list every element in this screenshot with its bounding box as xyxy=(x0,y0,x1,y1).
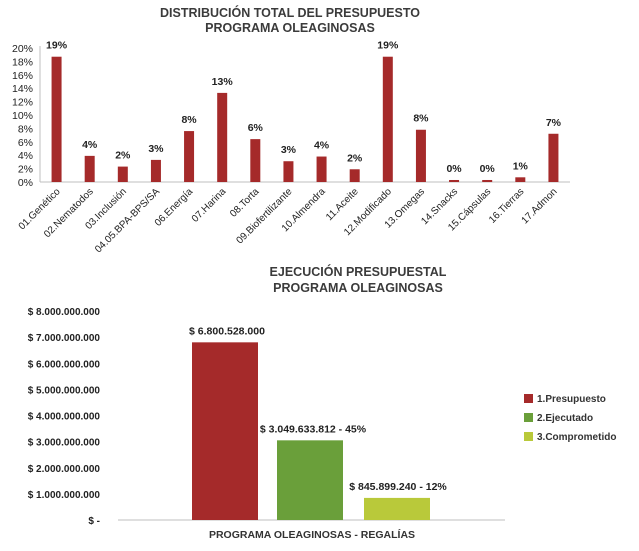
chart2-legend-label: 2.Ejecutado xyxy=(537,413,593,424)
chart1-data-label: 3% xyxy=(148,143,164,155)
chart1-category-label: 17.Admon xyxy=(520,186,560,226)
chart1-y-tick: 2% xyxy=(18,164,33,176)
chart1-title-line2: PROGRAMA OLEAGINOSAS xyxy=(205,21,375,35)
chart2-title-line2: PROGRAMA OLEAGINOSAS xyxy=(273,281,443,295)
chart2-data-label: $ 6.800.528.000 xyxy=(189,325,265,337)
chart1-y-tick: 0% xyxy=(18,177,33,189)
chart1-bar xyxy=(548,133,559,182)
chart2-y-tick: $ 8.000.000.000 xyxy=(28,307,101,318)
chart1-data-label: 13% xyxy=(212,76,234,88)
chart2-legend-label: 3.Comprometido xyxy=(537,432,616,443)
chart2-y-tick: $ 2.000.000.000 xyxy=(28,464,101,475)
chart2-bar xyxy=(277,440,343,520)
chart1-bar xyxy=(84,155,95,182)
chart1-bar xyxy=(316,156,327,182)
chart2-bar xyxy=(364,497,430,520)
chart1-y-tick: 6% xyxy=(18,137,33,149)
chart1-data-label: 4% xyxy=(82,139,98,151)
chart1-y-tick: 20% xyxy=(12,43,33,55)
chart1-bar xyxy=(150,159,161,182)
chart1-bar xyxy=(184,131,195,182)
chart2-legend: 1.Presupuesto 2.Ejecutado 3.Comprometido xyxy=(524,394,616,443)
chart1-title-line1: DISTRIBUCIÓN TOTAL DEL PRESUPUESTO xyxy=(160,5,420,20)
chart2-y-tick: $ 6.000.000.000 xyxy=(28,359,101,370)
chart1-bar xyxy=(382,56,393,182)
chart1-data-label: 8% xyxy=(181,114,197,126)
chart2-legend-swatch xyxy=(524,394,533,403)
chart1-bar xyxy=(51,56,62,182)
chart1-y-tick: 4% xyxy=(18,150,33,162)
chart2-y-tick: $ 1.000.000.000 xyxy=(28,490,101,501)
chart1-y-tick: 8% xyxy=(18,123,33,135)
chart1-bar xyxy=(117,166,128,182)
chart1-bar xyxy=(283,161,294,182)
chart2-legend-swatch xyxy=(524,413,533,422)
chart1-data-label: 19% xyxy=(377,40,399,52)
chart2-title-line1: EJECUCIÓN PRESUPUESTAL xyxy=(270,264,447,279)
chart2-bar xyxy=(192,342,258,520)
chart2-data-label: $ 3.049.633.812 - 45% xyxy=(260,423,367,435)
chart1-data-label: 2% xyxy=(347,152,363,164)
chart2-y-tick: $ 3.000.000.000 xyxy=(28,438,101,449)
chart1-y-tick: 12% xyxy=(12,97,33,109)
chart2-y-tick: $ 7.000.000.000 xyxy=(28,333,101,344)
chart1-bar xyxy=(349,169,360,182)
chart1-bar xyxy=(217,92,228,182)
chart1-data-label: 7% xyxy=(546,117,562,129)
chart1-data-label: 0% xyxy=(480,163,496,175)
chart2-data-label: $ 845.899.240 - 12% xyxy=(349,481,447,493)
chart1-y-tick: 10% xyxy=(12,110,33,122)
chart1-data-label: 19% xyxy=(46,40,68,52)
chart1-y-tick: 14% xyxy=(12,83,33,95)
chart1-data-label: 1% xyxy=(513,160,529,172)
chart2-y-tick: $ 5.000.000.000 xyxy=(28,385,101,396)
chart1-category-label: 08.Torta xyxy=(228,186,262,220)
chart1-bar xyxy=(415,129,426,182)
chart2-plot-area: $ - $ 1.000.000.000 $ 2.000.000.000 $ 3.000… xyxy=(28,307,505,527)
chart1-bar xyxy=(449,179,460,182)
chart1-data-label: 3% xyxy=(281,144,297,156)
chart1-bar xyxy=(250,139,261,182)
chart1-category-label: 07.Harina xyxy=(190,186,229,225)
chart2-y-tick: $ - xyxy=(88,516,100,527)
chart1-data-label: 0% xyxy=(446,163,462,175)
chart2-x-category: PROGRAMA OLEAGINOSAS - REGALÍAS xyxy=(209,528,415,541)
chart1-data-label: 8% xyxy=(413,113,429,125)
chart1-data-label: 4% xyxy=(314,140,330,152)
chart2-legend-swatch xyxy=(524,432,533,441)
chart2-y-tick: $ 4.000.000.000 xyxy=(28,412,101,423)
chart1-y-tick: 16% xyxy=(12,70,33,82)
chart1-y-tick: 18% xyxy=(12,56,33,68)
chart1-bar xyxy=(515,177,526,182)
chart1-data-label: 6% xyxy=(248,122,264,134)
chart1-plot-area: 0%2%4%6%8%10%12%14%16%18%20% 19%01.Genéti… xyxy=(12,40,570,255)
chart1-data-label: 2% xyxy=(115,150,131,162)
chart2-legend-label: 1.Presupuesto xyxy=(537,394,606,405)
chart1-bar xyxy=(482,179,493,182)
